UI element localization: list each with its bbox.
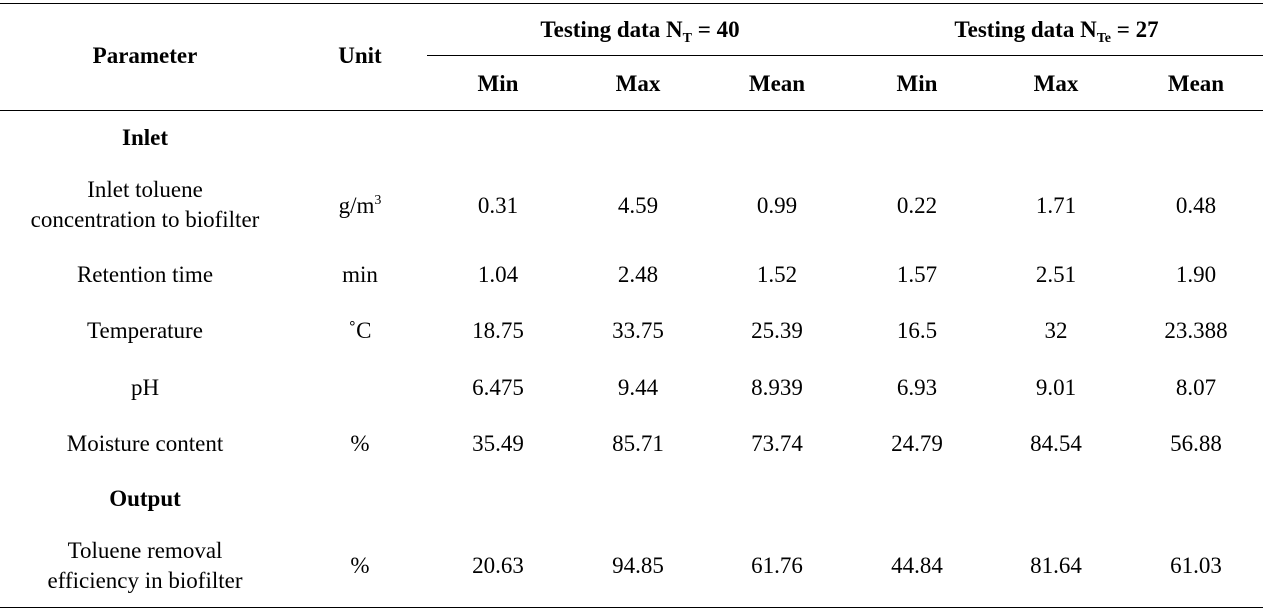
row-value: 1.90 (1175, 262, 1217, 287)
row-value: 33.75 (612, 318, 664, 343)
header-min-2: Min (896, 71, 938, 96)
row-value: 6.93 (896, 375, 938, 400)
row-param: pH (130, 375, 160, 400)
row-unit: % (350, 553, 370, 578)
row-value: 32 (1044, 318, 1068, 343)
header-min-1: Min (477, 71, 519, 96)
header-group-testing: Testing data NTe = 27 (954, 17, 1159, 46)
section-inlet: Inlet (122, 125, 168, 150)
row-value: 18.75 (472, 318, 524, 343)
top-rule (0, 3, 1263, 4)
row-value: 1.04 (477, 262, 519, 287)
header-max-2: Max (1033, 71, 1079, 96)
header-unit: Unit (338, 43, 382, 68)
row-param: Retention time (76, 262, 214, 287)
row-value: 0.31 (477, 193, 519, 218)
row-param: Temperature (87, 318, 203, 343)
row-value: 6.475 (472, 375, 524, 400)
section-output: Output (109, 486, 181, 511)
row-value: 73.74 (751, 431, 803, 456)
row-unit: ˚C (348, 318, 372, 343)
header-group-training: Testing data NT = 40 (540, 17, 740, 46)
row-value: 4.59 (617, 193, 659, 218)
row-value: 2.48 (617, 262, 659, 287)
row-param: Moisture content (66, 431, 224, 456)
row-value: 61.03 (1170, 553, 1222, 578)
row-value: 35.49 (472, 431, 524, 456)
row-value: 8.07 (1175, 375, 1217, 400)
bottom-rule (0, 607, 1263, 608)
row-value: 23.388 (1164, 318, 1228, 343)
row-value: 1.71 (1035, 193, 1077, 218)
row-value: 84.54 (1030, 431, 1082, 456)
row-value: 44.84 (891, 553, 943, 578)
row-value: 0.99 (756, 193, 798, 218)
row-value: 81.64 (1030, 553, 1082, 578)
row-value: 2.51 (1035, 262, 1077, 287)
row-param: Toluene removal (67, 538, 223, 563)
row-value: 16.5 (896, 318, 938, 343)
row-value: 61.76 (751, 553, 803, 578)
row-value: 9.01 (1035, 375, 1077, 400)
row-value: 25.39 (751, 318, 803, 343)
row-value: 0.48 (1175, 193, 1217, 218)
header-max-1: Max (615, 71, 661, 96)
row-unit: g/m3 (338, 193, 382, 218)
row-value: 56.88 (1170, 431, 1222, 456)
row-value: 1.57 (896, 262, 938, 287)
header-bottom-rule (0, 110, 1263, 111)
row-param: Inlet toluene (87, 177, 203, 202)
row-unit: min (342, 262, 378, 287)
header-parameter: Parameter (92, 43, 198, 68)
header-mean-1: Mean (748, 71, 806, 96)
group-rule (427, 55, 1263, 56)
row-value: 20.63 (472, 553, 524, 578)
row-param: concentration to biofilter (30, 207, 260, 232)
header-mean-2: Mean (1167, 71, 1225, 96)
row-value: 85.71 (612, 431, 664, 456)
row-value: 1.52 (756, 262, 798, 287)
row-value: 8.939 (751, 375, 803, 400)
row-value: 0.22 (896, 193, 938, 218)
row-param: efficiency in biofilter (47, 568, 243, 593)
row-value: 24.79 (891, 431, 943, 456)
row-value: 94.85 (612, 553, 664, 578)
row-value: 9.44 (617, 375, 659, 400)
row-unit: % (350, 431, 370, 456)
